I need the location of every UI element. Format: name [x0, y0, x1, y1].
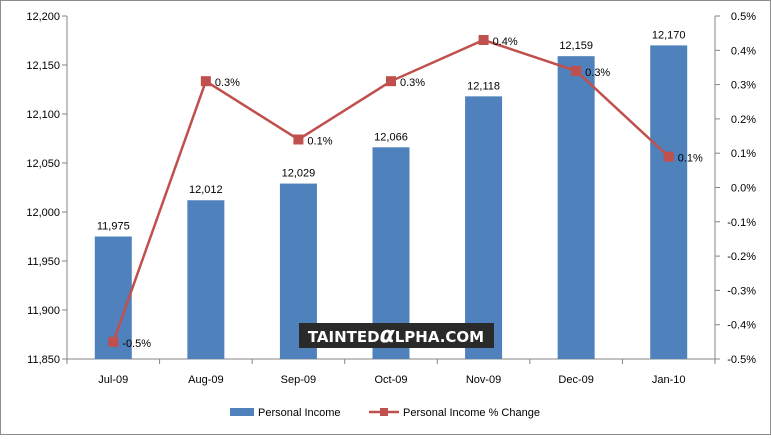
- line-data-label: 0.3%: [215, 77, 240, 89]
- x-axis-tick-label: Oct-09: [374, 374, 407, 386]
- bar-data-label: 11,975: [97, 221, 130, 233]
- line-data-label: 0.1%: [678, 153, 703, 165]
- line-data-label: 0.1%: [307, 135, 332, 147]
- right-axis-tick-label: 0.3%: [731, 80, 756, 92]
- left-axis-tick-label: 12,150: [26, 60, 60, 72]
- right-axis-tick-label: -0.4%: [727, 320, 756, 332]
- x-axis-tick-label: Nov-09: [466, 374, 501, 386]
- right-axis-tick-label: -0.2%: [727, 251, 756, 263]
- bar-personal-income: [187, 200, 225, 359]
- bar-data-label: 12,170: [652, 29, 686, 41]
- right-axis-tick-label: 0.2%: [731, 114, 756, 126]
- watermark-logo: TAINTEDαLPHA.COM: [299, 323, 494, 348]
- line-data-label: 0.3%: [400, 77, 425, 89]
- watermark-text: TAINTEDαLPHA.COM: [308, 323, 484, 348]
- bar-personal-income: [465, 96, 503, 360]
- bar-data-label: 12,066: [374, 131, 408, 143]
- left-axis-tick-label: 12,000: [26, 207, 60, 219]
- left-axis-tick-label: 11,900: [27, 305, 60, 317]
- x-axis-tick-label: Jul-09: [98, 374, 128, 386]
- left-axis-tick-label: 12,050: [26, 158, 60, 170]
- bar-data-label: 12,118: [467, 80, 500, 92]
- bar-series-personal-income: 11,975 12,012 12,029 12,066 12,118 12,159 12,1…: [94, 29, 688, 360]
- line-marker: [200, 76, 211, 87]
- legend-label-personal-income-change: Personal Income % Change: [403, 407, 540, 419]
- line-marker: [571, 65, 582, 76]
- legend-swatch-personal-income: [230, 408, 254, 416]
- line-marker: [663, 151, 674, 162]
- line-data-label: -0.5%: [122, 338, 151, 350]
- right-axis-tick-label: -0.3%: [727, 285, 756, 297]
- legend-marker-personal-income-change: [380, 408, 388, 416]
- line-marker: [478, 35, 489, 46]
- line-marker: [293, 134, 304, 145]
- x-axis-tick-label: Aug-09: [188, 374, 223, 386]
- bar-personal-income: [650, 45, 688, 360]
- bar-data-label: 12,029: [282, 168, 316, 180]
- watermark-box: [299, 323, 494, 348]
- line-series-personal-income-change: -0.5% 0.3% 0.1% 0.3% 0.4% 0.3% 0.1%: [108, 35, 703, 350]
- line-data-label: 0.3%: [585, 67, 610, 79]
- right-axis-tick-label: 0.4%: [731, 45, 756, 57]
- x-axis-tick-label: Sep-09: [281, 374, 316, 386]
- right-axis-tick-label: 0.0%: [731, 183, 756, 195]
- right-axis-tick-label: -0.1%: [727, 217, 756, 229]
- line-data-label: 0.4%: [493, 36, 518, 48]
- line-marker: [108, 336, 119, 347]
- line-marker: [386, 76, 396, 87]
- bar-data-label: 12,012: [189, 184, 223, 196]
- legend-label-personal-income: Personal Income: [258, 407, 341, 419]
- left-axis-tick-label: 11,950: [27, 256, 60, 268]
- right-axis-tick-label: 0.1%: [731, 148, 756, 160]
- right-axis-tick-label: 0.5%: [731, 11, 756, 23]
- left-axis-tick-label: 12,100: [26, 109, 60, 121]
- bar-personal-income: [557, 56, 595, 360]
- x-axis-tick-label: Jan-10: [652, 374, 686, 386]
- x-axis-tick-label: Dec-09: [558, 374, 593, 386]
- axes: 11,850 11,900 11,950 12,000 12,050 12,100 12,1…: [26, 11, 756, 386]
- left-axis-tick-label: 11,850: [27, 354, 60, 366]
- left-axis-tick-label: 12,200: [26, 11, 60, 23]
- right-axis-tick-label: -0.5%: [727, 354, 756, 366]
- legend: Personal Income Personal Income % Change: [230, 407, 540, 419]
- bar-data-label: 12,159: [559, 40, 593, 52]
